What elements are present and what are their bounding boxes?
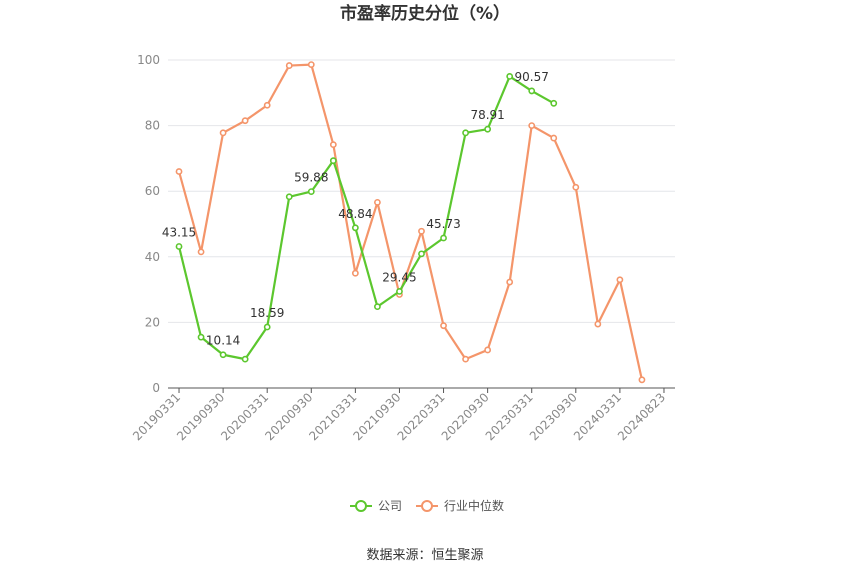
data-label: 43.15 — [162, 225, 196, 239]
data-point — [572, 183, 580, 191]
data-point — [506, 73, 514, 80]
data-point — [440, 322, 447, 330]
source-note: 数据来源：恒生聚源 — [366, 548, 483, 563]
series-line — [177, 63, 644, 381]
y-tick-label: 100 — [137, 53, 160, 67]
data-point — [550, 134, 558, 142]
data-label: 29.45 — [382, 270, 416, 284]
y-tick-label: 0 — [152, 381, 160, 395]
data-label: 48.84 — [338, 207, 372, 221]
data-point — [175, 243, 183, 250]
data-point — [263, 323, 271, 331]
y-tick-label: 80 — [145, 119, 160, 133]
data-point — [329, 157, 337, 165]
data-point — [528, 122, 536, 129]
data-point — [351, 224, 359, 232]
data-point — [484, 346, 492, 354]
data-point — [285, 193, 293, 201]
data-point — [396, 288, 403, 295]
series-line — [177, 75, 555, 361]
data-point — [418, 250, 425, 258]
legend-label: 行业中位数 — [444, 498, 504, 513]
grid — [168, 59, 675, 323]
data-point — [418, 227, 425, 235]
x-tick-label: 20240823 — [615, 390, 668, 443]
data-point — [219, 129, 227, 137]
data-point — [638, 376, 646, 384]
y-tick-label: 40 — [145, 250, 160, 264]
data-point — [241, 117, 249, 125]
legend-item[interactable]: 公司 — [350, 499, 402, 513]
data-point — [175, 168, 183, 175]
data-labels: 43.15 10.14 18.59 59.88 48.84 29.45 45.73 78.91… — [162, 70, 549, 348]
data-point — [197, 333, 205, 341]
data-point — [594, 320, 602, 328]
data-point — [462, 355, 469, 363]
data-point — [307, 61, 315, 68]
data-point — [307, 188, 315, 195]
data-label: 78.91 — [470, 108, 504, 122]
data-point — [506, 278, 514, 286]
data-point — [351, 269, 359, 277]
y-tick-label: 20 — [145, 315, 160, 329]
data-point — [263, 101, 271, 109]
data-point — [528, 87, 536, 95]
data-point — [197, 248, 205, 256]
legend-marker — [421, 500, 433, 512]
data-point — [329, 141, 337, 149]
legend-label: 公司 — [378, 499, 402, 513]
data-label: 10.14 — [206, 334, 240, 348]
legend-marker — [355, 500, 367, 512]
y-tick-label: 60 — [145, 184, 160, 198]
x-axis: 2019033120190930202003312020093020210331… — [130, 387, 675, 443]
chart-title: 市盈率历史分位（%） — [340, 3, 510, 24]
data-label: 18.59 — [250, 306, 284, 320]
data-point — [550, 99, 558, 107]
data-point — [616, 276, 624, 284]
data-point — [440, 234, 447, 242]
data-point — [374, 303, 381, 311]
data-point — [241, 355, 249, 363]
data-label: 45.73 — [426, 217, 460, 231]
data-label: 90.57 — [515, 70, 549, 84]
data-label: 59.88 — [294, 171, 328, 185]
legend[interactable]: 公司 行业中位数 — [350, 498, 504, 513]
y-axis: 0 20 40 60 80 100 — [137, 53, 160, 395]
series-layer — [175, 61, 646, 384]
data-point — [484, 125, 492, 133]
data-point — [285, 62, 293, 69]
legend-item[interactable]: 行业中位数 — [416, 498, 504, 513]
data-point — [374, 198, 381, 206]
data-point — [219, 351, 227, 359]
data-point — [462, 129, 469, 137]
